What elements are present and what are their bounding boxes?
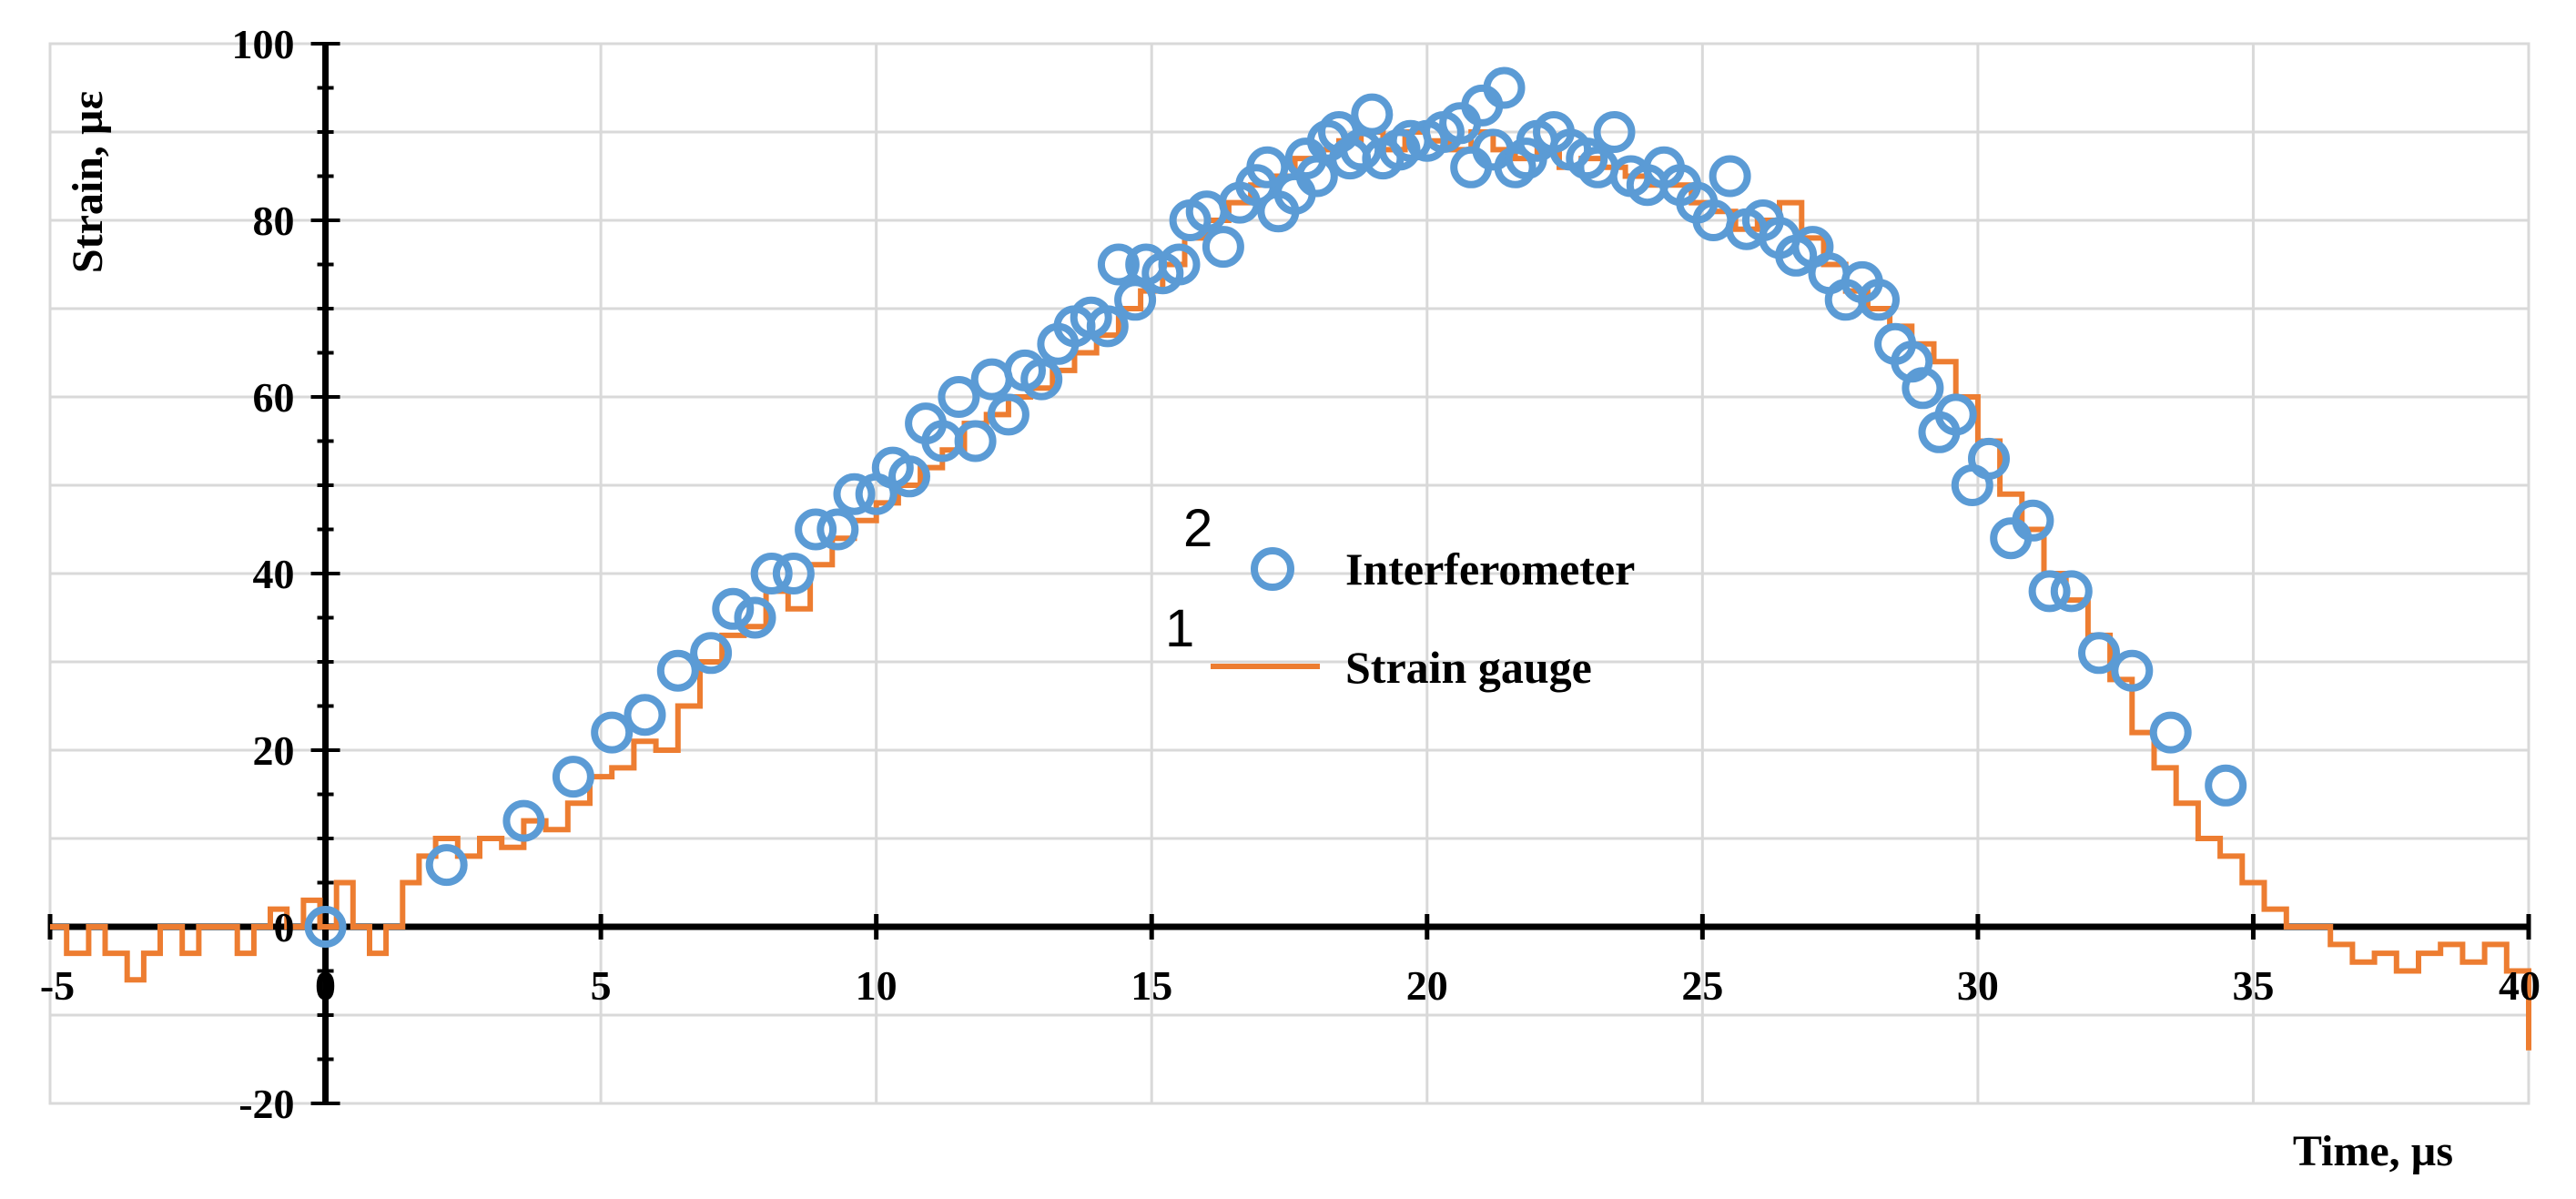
- interferometer-point: [734, 596, 776, 639]
- interferometer-point: [888, 455, 930, 498]
- interferometer-point: [1020, 358, 1063, 401]
- interferometer-point: [2050, 570, 2093, 613]
- x-tick-label: 5: [591, 962, 612, 1009]
- legend-number-interferometer: 2: [1183, 499, 1212, 558]
- interferometer-point: [2149, 711, 2192, 754]
- y-tick-label: 0: [274, 904, 295, 950]
- interferometer-point: [833, 472, 876, 515]
- interferometer-point: [987, 393, 1029, 436]
- interferometer-point: [624, 694, 666, 737]
- y-tick-label: 100: [232, 21, 295, 67]
- interferometer-point: [2028, 570, 2071, 613]
- interferometer-point: [1934, 393, 1977, 436]
- interferometer-point: [1593, 111, 1636, 153]
- x-tick-label: -5: [40, 962, 75, 1009]
- interferometer-point: [1086, 305, 1129, 348]
- legend-label-interferometer: Interferometer: [1345, 544, 1635, 594]
- interferometer-point: [1202, 226, 1244, 269]
- x-tick-label: 20: [1406, 962, 1448, 1009]
- interferometer-point: [795, 508, 837, 551]
- interferometer-point: [1295, 155, 1338, 198]
- x-tick-label: 35: [2232, 962, 2274, 1009]
- y-axis-label: Strain, µε: [64, 91, 112, 273]
- y-tick-label: -20: [238, 1081, 294, 1127]
- x-axis-label: Time, µs: [2293, 1127, 2453, 1175]
- interferometer-point: [2111, 649, 2154, 692]
- interferometer-point: [750, 553, 793, 594]
- interferometer-point: [552, 756, 594, 798]
- y-tick-label: 20: [253, 727, 295, 774]
- interferometer-point: [2012, 499, 2054, 542]
- legend: 2 Interferometer 1 Strain gauge: [1165, 499, 1635, 693]
- legend-marker-interferometer: [1251, 547, 1294, 591]
- interferometer-point: [656, 649, 699, 692]
- interferometer-point: [1340, 128, 1383, 171]
- interferometer-point: [2205, 764, 2247, 807]
- interferometer-point: [1097, 243, 1140, 286]
- interferometer-point: [2078, 632, 2120, 675]
- interferometer-point: [772, 553, 815, 594]
- x-tick-label: 15: [1131, 962, 1172, 1009]
- interferometer-point: [954, 420, 997, 462]
- x-tick-label: 25: [1681, 962, 1723, 1009]
- interferometer-point: [1158, 243, 1201, 286]
- interferometer-point: [1351, 93, 1394, 136]
- interferometer-point: [938, 376, 980, 418]
- interferometer-point: [1246, 146, 1289, 188]
- x-tick-label: 30: [1957, 962, 1999, 1009]
- interferometer-point: [816, 508, 859, 551]
- x-tick-label: 40: [2499, 962, 2541, 1009]
- interferometer-point: [1114, 279, 1157, 321]
- interferometer-series: [304, 66, 2247, 948]
- y-tick-label: 40: [253, 551, 295, 597]
- y-tick-label: 80: [253, 198, 295, 244]
- interferometer-point: [712, 587, 755, 630]
- tick-labels: -5 0 5 10 15 20 25 30 35 40 -20 0 20 40 60 80 100: [40, 21, 2541, 1127]
- x-tick-label: 0: [315, 962, 336, 1009]
- interferometer-point: [304, 906, 347, 948]
- legend-label-strain-gauge: Strain gauge: [1345, 642, 1592, 693]
- interferometer-point: [1968, 437, 2010, 480]
- legend-number-strain-gauge: 1: [1165, 599, 1194, 658]
- interferometer-point: [425, 844, 468, 887]
- x-tick-label: 10: [856, 962, 898, 1009]
- interferometer-point: [1902, 367, 1944, 410]
- interferometer-point: [1709, 155, 1751, 198]
- interferometer-point: [591, 711, 634, 754]
- interferometer-point: [1483, 66, 1526, 109]
- interferometer-point: [502, 799, 545, 842]
- interferometer-point: [690, 632, 733, 675]
- y-tick-label: 60: [253, 374, 295, 421]
- interferometer-point: [1858, 279, 1900, 321]
